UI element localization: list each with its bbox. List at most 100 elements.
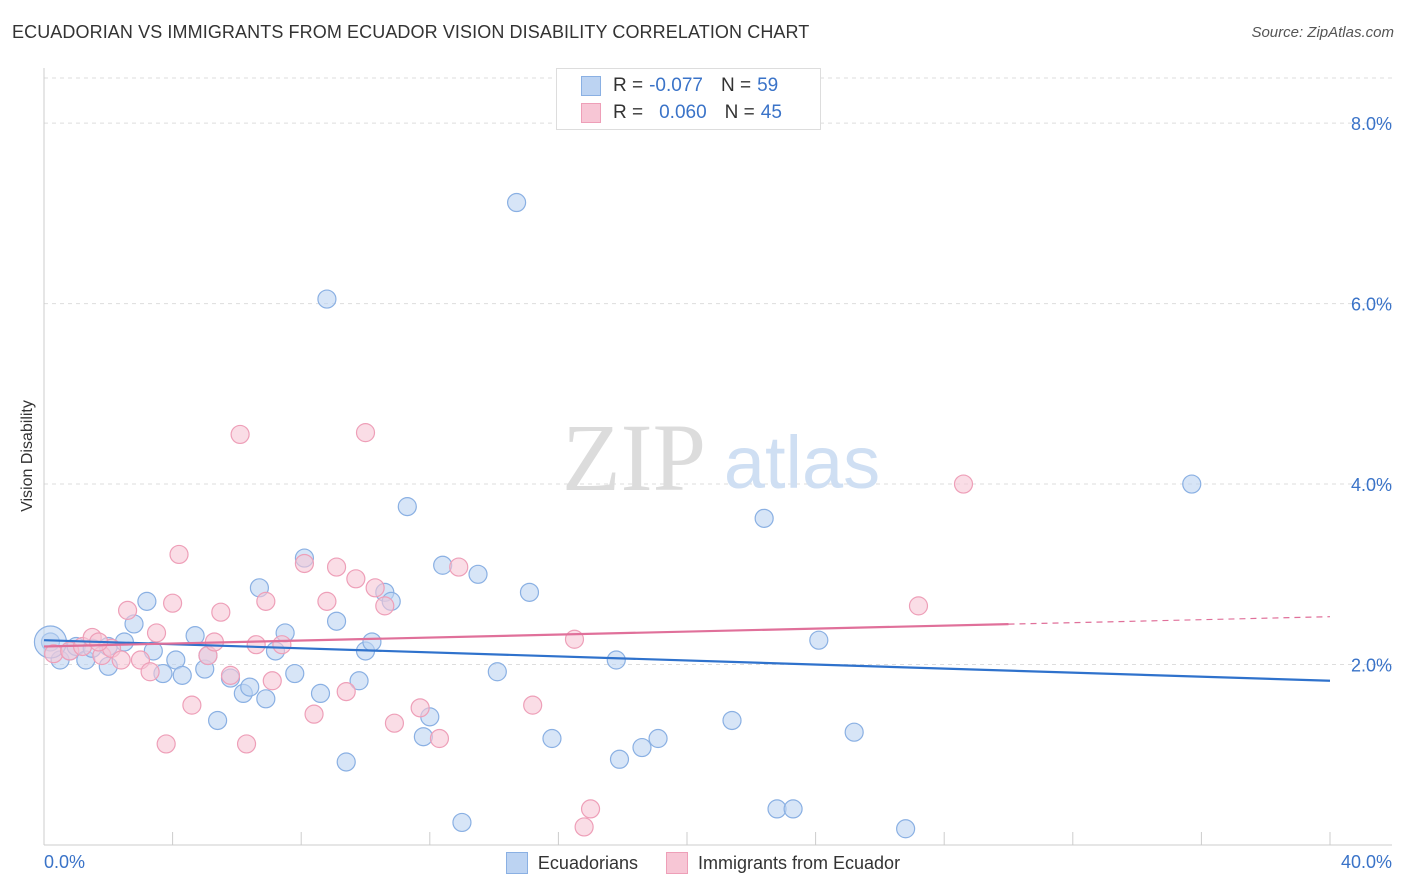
legend-r-value: -0.077 bbox=[649, 75, 703, 96]
point-immigrants bbox=[246, 635, 266, 655]
grid-lines bbox=[44, 77, 1392, 666]
y-tick-label: 6.0% bbox=[1351, 295, 1392, 315]
series-legend: Ecuadorians Immigrants from Ecuador bbox=[0, 852, 1406, 874]
point-ecuadorians bbox=[519, 582, 540, 602]
point-immigrants bbox=[256, 591, 276, 611]
series-ecuadorians bbox=[33, 192, 1202, 839]
point-immigrants bbox=[580, 799, 601, 819]
series-immigrants-from-ecuador bbox=[44, 423, 974, 837]
correlation-legend: R = -0.077 N = 59 R = 0.060 N = 45 bbox=[556, 68, 821, 130]
point-ecuadorians bbox=[487, 662, 507, 682]
point-ecuadorians bbox=[648, 728, 668, 749]
trend-immigrants bbox=[43, 623, 1009, 648]
point-immigrants bbox=[156, 734, 176, 754]
point-immigrants bbox=[111, 650, 131, 670]
point-immigrants bbox=[272, 635, 292, 655]
point-ecuadorians bbox=[336, 752, 356, 772]
legend-r-label: R = bbox=[613, 75, 644, 96]
point-immigrants bbox=[365, 578, 385, 598]
point-ecuadorians bbox=[208, 710, 228, 731]
point-immigrants bbox=[211, 602, 231, 622]
point-ecuadorians bbox=[137, 591, 157, 611]
legend-n-label: N = bbox=[724, 102, 755, 123]
point-immigrants bbox=[326, 557, 347, 577]
legend-swatch-pink bbox=[581, 103, 601, 123]
legend-swatch-immigrants bbox=[666, 852, 688, 874]
point-immigrants bbox=[375, 596, 395, 616]
point-immigrants bbox=[294, 553, 315, 574]
point-ecuadorians bbox=[767, 799, 787, 819]
point-ecuadorians bbox=[285, 663, 305, 684]
point-ecuadorians bbox=[632, 737, 652, 758]
point-ecuadorians bbox=[326, 611, 347, 631]
point-immigrants bbox=[384, 713, 405, 733]
trend-lines bbox=[43, 616, 1331, 682]
point-immigrants bbox=[140, 662, 160, 682]
point-ecuadorians bbox=[542, 728, 562, 749]
point-immigrants bbox=[182, 695, 202, 715]
legend-label-ecuadorians: Ecuadorians bbox=[537, 852, 638, 873]
axes bbox=[43, 68, 1392, 846]
point-ecuadorians bbox=[317, 289, 337, 309]
point-immigrants bbox=[336, 681, 356, 702]
point-ecuadorians bbox=[507, 192, 527, 213]
point-ecuadorians bbox=[433, 555, 453, 575]
point-ecuadorians bbox=[844, 722, 864, 742]
point-ecuadorians bbox=[172, 665, 192, 685]
source-label: Source: ZipAtlas.com bbox=[1251, 24, 1394, 41]
y-tick-label: 2.0% bbox=[1351, 656, 1392, 676]
point-ecuadorians bbox=[413, 727, 433, 747]
point-ecuadorians bbox=[783, 799, 803, 819]
point-ecuadorians bbox=[468, 564, 488, 584]
point-immigrants bbox=[355, 423, 376, 443]
legend-item-immigrants[interactable]: Immigrants from Ecuador bbox=[666, 852, 900, 874]
legend-r-label: R = bbox=[613, 102, 644, 123]
legend-n-value: 45 bbox=[760, 102, 782, 123]
legend-item-ecuadorians[interactable]: Ecuadorians bbox=[505, 852, 638, 874]
watermark-atlas: atlas bbox=[724, 421, 880, 504]
legend-n-value: 59 bbox=[757, 75, 779, 96]
point-immigrants bbox=[449, 557, 469, 577]
point-immigrants bbox=[262, 671, 282, 691]
point-immigrants bbox=[117, 600, 138, 620]
point-immigrants bbox=[169, 544, 189, 565]
point-ecuadorians bbox=[452, 812, 472, 833]
point-ecuadorians bbox=[896, 819, 916, 839]
point-ecuadorians bbox=[256, 689, 276, 709]
y-tick-labels: 2.0% 4.0% 6.0% 8.0% bbox=[1351, 114, 1392, 675]
point-immigrants bbox=[304, 704, 324, 724]
legend-row-ecuadorians: R = -0.077 N = 59 bbox=[581, 74, 778, 98]
trend-ecuadorians bbox=[43, 639, 1331, 682]
y-tick-label: 8.0% bbox=[1351, 114, 1392, 134]
point-immigrants bbox=[523, 695, 543, 715]
point-immigrants bbox=[163, 593, 183, 613]
point-ecuadorians bbox=[349, 671, 369, 691]
point-ecuadorians bbox=[609, 749, 630, 769]
point-immigrants bbox=[236, 734, 257, 754]
point-immigrants bbox=[146, 623, 167, 643]
x-tick-label-min: 0.0% bbox=[44, 852, 86, 872]
point-ecuadorians bbox=[809, 630, 829, 650]
watermark: ZIP atlas bbox=[562, 404, 880, 511]
point-immigrants bbox=[908, 596, 929, 616]
point-immigrants bbox=[410, 698, 430, 718]
point-ecuadorians bbox=[754, 508, 774, 528]
chart-title: ECUADORIAN VS IMMIGRANTS FROM ECUADOR VI… bbox=[12, 22, 810, 42]
point-ecuadorians bbox=[722, 710, 742, 731]
point-ecuadorians bbox=[240, 677, 260, 697]
point-immigrants bbox=[429, 728, 450, 749]
point-immigrants bbox=[220, 665, 241, 685]
legend-label-immigrants: Immigrants from Ecuador bbox=[698, 852, 901, 873]
point-immigrants bbox=[317, 591, 337, 611]
legend-r-value: 0.060 bbox=[659, 102, 707, 123]
legend-swatch-ecuadorians bbox=[505, 852, 528, 874]
y-tick-label: 4.0% bbox=[1351, 475, 1392, 495]
watermark-zip: ZIP bbox=[562, 404, 706, 511]
x-tick-label-max: 40.0% bbox=[1340, 852, 1392, 872]
point-immigrants bbox=[230, 424, 250, 445]
point-ecuadorians bbox=[362, 632, 382, 652]
point-ecuadorians bbox=[310, 683, 331, 704]
point-ecuadorians bbox=[1182, 474, 1202, 494]
point-immigrants bbox=[346, 569, 366, 589]
